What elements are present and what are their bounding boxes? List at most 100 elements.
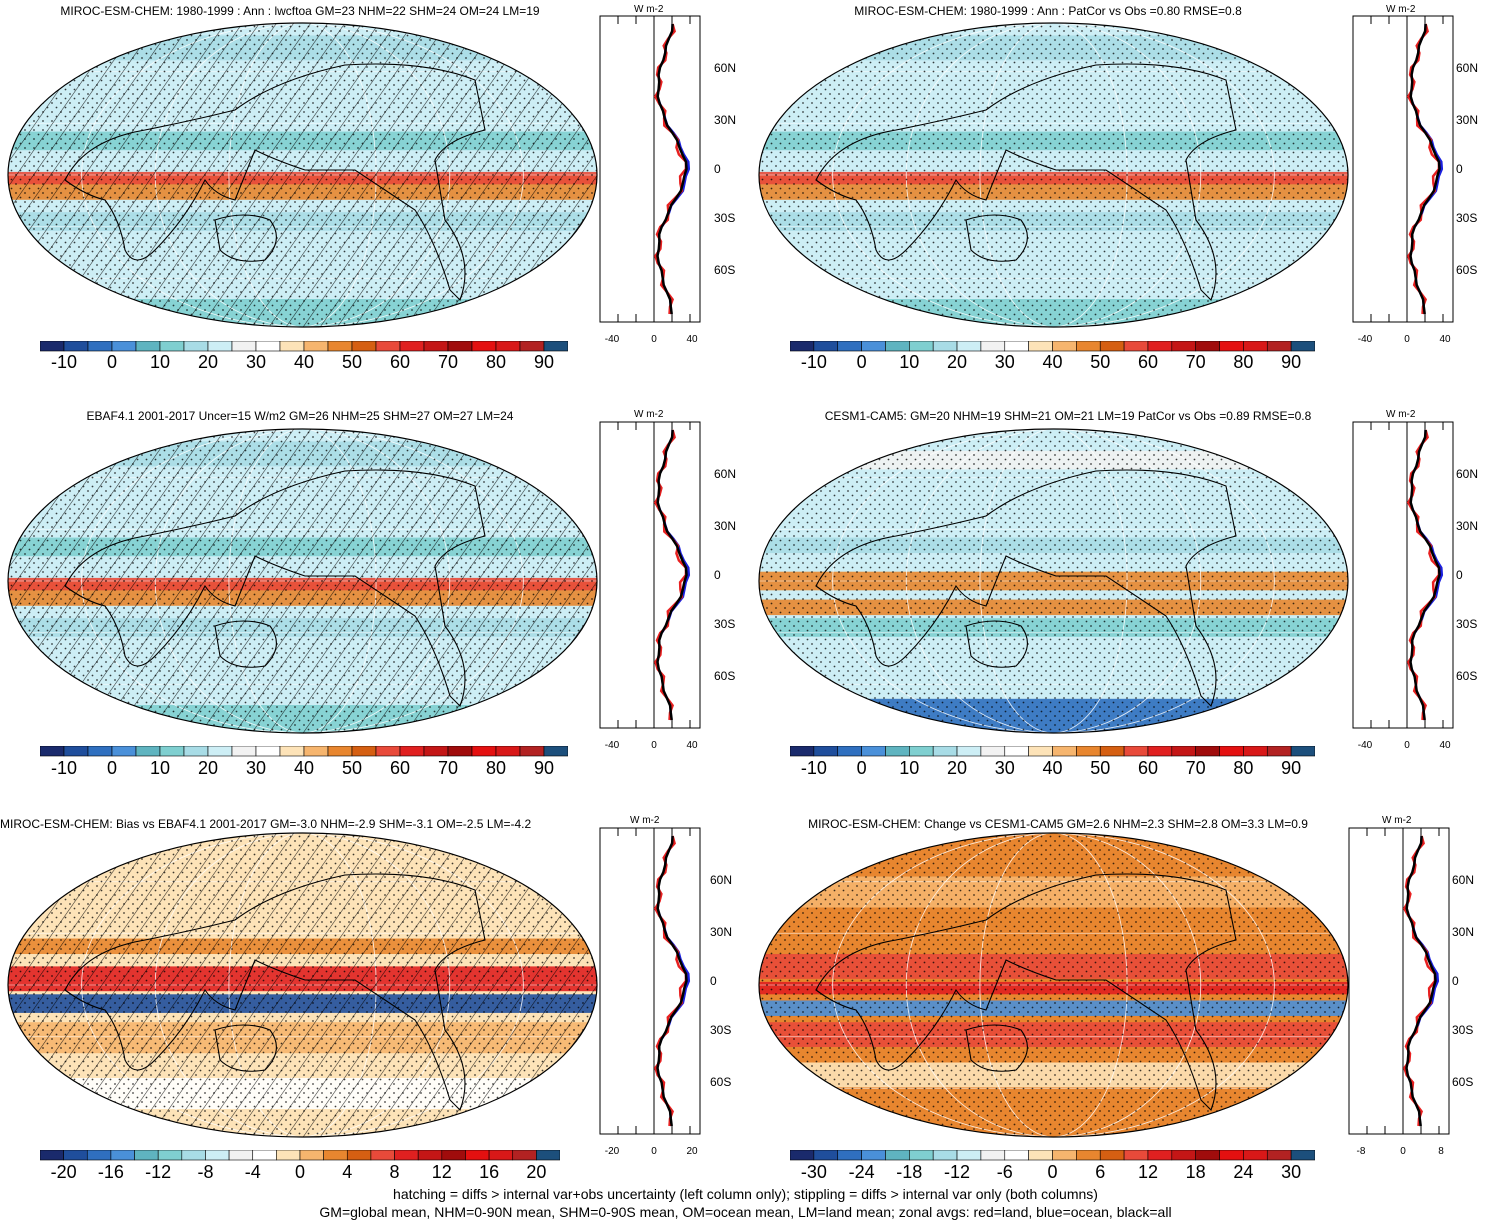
colorbar-tick-label: -12 [944, 1162, 971, 1182]
zonal-frame [1352, 421, 1454, 729]
zonal-lat-label: 30N [714, 519, 737, 534]
colorbar-labels: -20 -16 -12 -8 -4 0 4 8 12 16 20 [40, 1162, 560, 1186]
panel-title: EBAF4.1 2001-2017 Uncer=15 W/m2 GM=26 NH… [86, 409, 514, 423]
footer-note-1: hatching = diffs > internal var+obs unce… [393, 1186, 1098, 1202]
coastline [815, 469, 1237, 707]
panel-title: CESM1-CAM5: GM=20 NHM=19 SHM=21 OM=21 LM… [824, 409, 1312, 423]
colorbar-tick-label: 0 [294, 1162, 306, 1182]
zonal-x-label: -40 [1357, 740, 1373, 751]
zonal-mean-plot [599, 421, 701, 729]
map-plot [7, 428, 598, 734]
colorbar-swatch [346, 1150, 372, 1161]
map-border [758, 428, 1349, 734]
colorbar-tick-label: 80 [485, 352, 507, 372]
colorbar-swatch [111, 341, 137, 352]
colorbar-swatch [813, 1150, 839, 1161]
colorbar-tick-label: 12 [1137, 1162, 1158, 1182]
colorbar-swatch [1266, 1150, 1292, 1161]
colorbar-swatch [885, 1150, 910, 1161]
zonal-x-label: 0 [1400, 1146, 1406, 1157]
colorbar-swatch [495, 746, 521, 757]
colorbar-swatch [299, 1150, 324, 1161]
zonal-all-line [1409, 23, 1441, 315]
colorbar-tick-label: -10 [800, 758, 827, 778]
zonal-lat-label: 0 [714, 162, 721, 176]
colorbar-tick-label: 30 [245, 352, 267, 372]
zonal-all-line [1409, 429, 1441, 721]
colorbar-swatch [1290, 1150, 1315, 1161]
zonal-lat-label: 60S [1456, 668, 1478, 683]
colorbar-swatch [228, 1150, 254, 1161]
colorbar-swatch [87, 746, 113, 757]
colorbar-swatch [1290, 341, 1315, 352]
colorbar-tick-label: 0 [856, 758, 867, 778]
zonal-unit-label: W m-2 [1382, 815, 1412, 826]
colorbar-swatch [375, 341, 401, 352]
colorbar-tick-label: 60 [1137, 352, 1158, 372]
colorbar-tick-label: -10 [50, 352, 78, 372]
colorbar-tick-label: 0 [106, 352, 118, 372]
colorbar-swatch [932, 1150, 958, 1161]
colorbar-swatch [183, 746, 209, 757]
coastline [64, 873, 486, 1111]
zonal-frame [599, 15, 701, 323]
zonal-frame [599, 421, 701, 729]
colorbar-swatch [207, 746, 233, 757]
colorbar-swatch [861, 341, 886, 352]
colorbar-swatch [512, 1150, 537, 1161]
colorbar-swatch [1028, 341, 1053, 352]
colorbar-swatch [519, 341, 545, 352]
colorbar-swatch [1195, 746, 1220, 757]
zonal-x-label: 40 [686, 334, 698, 345]
colorbar-swatch [1123, 746, 1149, 757]
colorbar-swatch [135, 341, 161, 352]
zonal-x-label: 0 [651, 334, 657, 345]
colorbar-swatch [1243, 746, 1268, 757]
colorbar-tick-label: -6 [996, 1162, 1013, 1182]
colorbar-swatch [423, 746, 449, 757]
zonal-x-label: -40 [604, 334, 620, 345]
colorbar-tick-label: -20 [50, 1162, 77, 1182]
colorbar-swatch [837, 341, 862, 352]
colorbar [40, 1150, 560, 1161]
zonal-lat-label: 30S [714, 210, 736, 225]
colorbar-tick-label: 60 [1137, 758, 1158, 778]
colorbar-swatch [231, 341, 257, 352]
colorbar-tick-label: 30 [245, 758, 267, 778]
zonal-lat-label: 30N [1456, 519, 1479, 534]
colorbar-swatch [495, 341, 521, 352]
zonal-unit-label: W m-2 [634, 4, 664, 15]
colorbar-tick-label: 70 [1185, 352, 1206, 372]
colorbar-labels: -10 0 10 20 30 40 50 60 70 80 90 [790, 352, 1315, 376]
colorbar-swatch [1243, 1150, 1268, 1161]
colorbar-tick-label: 30 [1281, 1162, 1302, 1182]
colorbar-swatch [1076, 341, 1101, 352]
colorbar-swatch [231, 746, 257, 757]
coastline [214, 1024, 277, 1072]
colorbar-tick-label: 10 [899, 758, 920, 778]
zonal-all-line [1405, 835, 1437, 1127]
colorbar-swatch [447, 746, 473, 757]
zonal-lat-label: 30N [1452, 925, 1475, 940]
colorbar-tick-label: 50 [341, 758, 363, 778]
footer-note-2: GM=global mean, NHM=0-90N mean, SHM=0-90… [319, 1204, 1172, 1220]
colorbar-swatch [63, 746, 89, 757]
colorbar-swatch [370, 1150, 395, 1161]
colorbar-swatch [813, 341, 839, 352]
colorbar-swatch [1147, 1150, 1173, 1161]
colorbar-tick-label: -12 [145, 1162, 172, 1182]
colorbar-tick-label: 90 [533, 352, 555, 372]
zonal-lat-label: 60S [1452, 1074, 1474, 1089]
colorbar-tick-label: 0 [1047, 1162, 1058, 1182]
colorbar-swatch [351, 746, 377, 757]
colorbar-swatch [181, 1150, 206, 1161]
colorbar-swatch [86, 1150, 112, 1161]
colorbar-labels: -10 0 10 20 30 40 50 60 70 80 90 [790, 758, 1315, 782]
colorbar-swatch [1219, 341, 1244, 352]
colorbar-swatch [159, 341, 185, 352]
colorbar-swatch [40, 341, 65, 352]
colorbar-swatch [956, 746, 982, 757]
panel-title: MIROC-ESM-CHEM: Bias vs EBAF4.1 2001-201… [0, 817, 532, 831]
colorbar-swatch [447, 341, 473, 352]
colorbar-swatch [279, 341, 305, 352]
